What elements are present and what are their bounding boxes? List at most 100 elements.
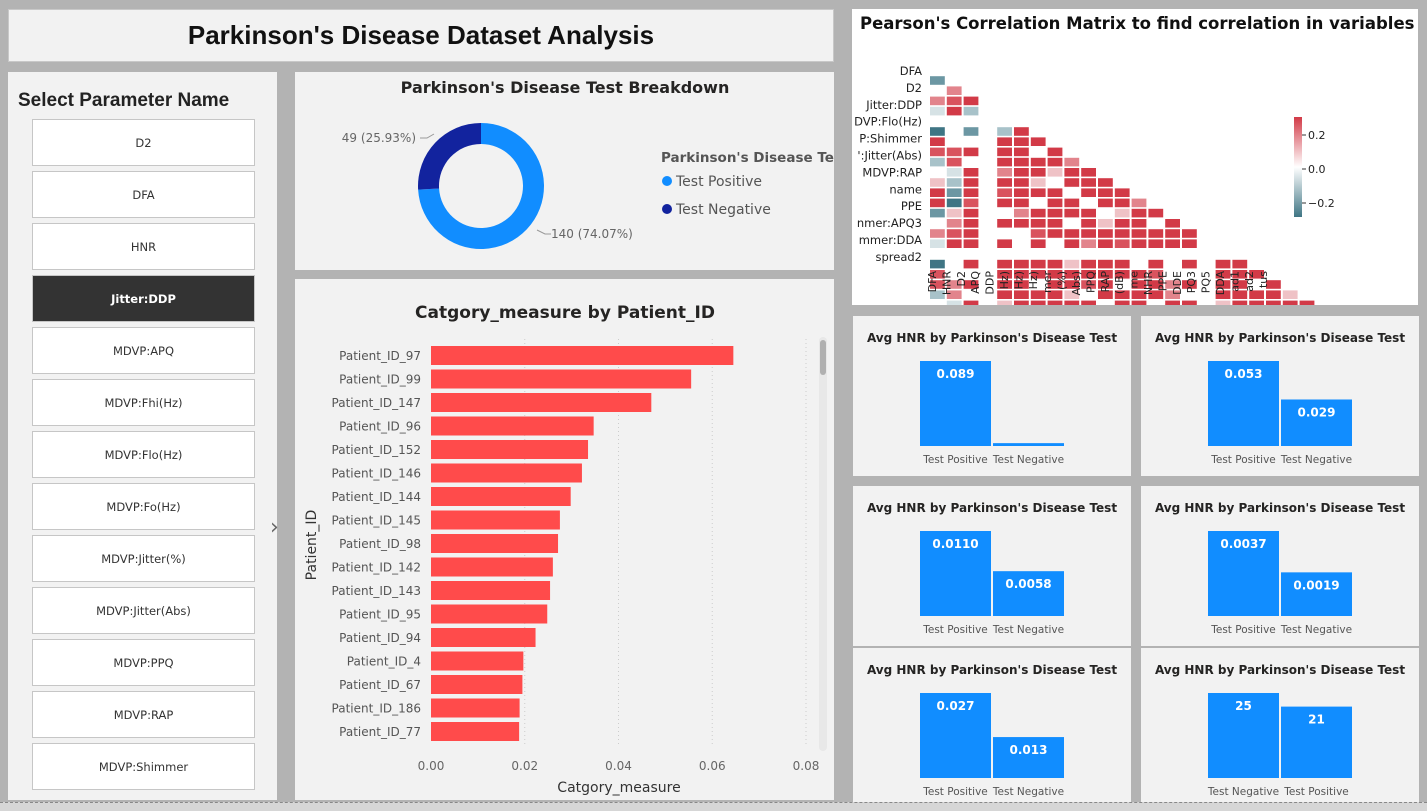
bar[interactable] — [431, 604, 548, 624]
heatmap-cell — [930, 249, 945, 259]
mini-bar[interactable] — [920, 531, 991, 616]
heatmap-cell — [1114, 229, 1130, 238]
heatmap-cell — [930, 229, 945, 238]
heatmap-cell — [1030, 208, 1046, 218]
bar[interactable] — [431, 369, 692, 389]
bar[interactable] — [431, 534, 559, 553]
heatmap-cell — [1081, 280, 1096, 289]
heatmap-cell — [1030, 168, 1046, 177]
scrollbar-thumb[interactable] — [820, 340, 826, 375]
slicer-item[interactable]: MDVP:Shimmer — [32, 743, 255, 790]
heatmap-cell — [963, 127, 979, 136]
mini-bar[interactable] — [1281, 399, 1352, 446]
heatmap-cell — [997, 117, 1012, 126]
heatmap-cell — [946, 229, 962, 238]
heatmap-cell — [1047, 188, 1063, 197]
heatmap-cell — [997, 229, 1012, 238]
mini-bar[interactable] — [993, 737, 1064, 778]
slicer-item[interactable]: MDVP:Flo(Hz) — [32, 431, 255, 478]
parameter-slicer: Select Parameter Name D2 DFA HNR Jitter:DDP… — [8, 72, 279, 800]
heatmap-cell — [1064, 249, 1080, 259]
donut-slice[interactable] — [418, 123, 481, 190]
mini-bar[interactable] — [1208, 531, 1279, 616]
bar[interactable] — [431, 393, 652, 412]
scrollbar-track[interactable] — [819, 337, 827, 751]
heatmap-cell — [1064, 188, 1080, 197]
y-tick-label: Patient_ID_147 — [332, 396, 421, 410]
bar[interactable] — [431, 416, 594, 436]
bar[interactable] — [431, 675, 523, 694]
heatmap-cell — [980, 300, 996, 310]
slicer-item[interactable]: Jitter:DDP — [32, 275, 255, 322]
slicer-item[interactable]: MDVP:RAP — [32, 691, 255, 738]
bar[interactable] — [431, 651, 524, 671]
heatmap-cell — [1232, 259, 1248, 269]
heatmap-cell — [1215, 259, 1231, 269]
heatmap-cell — [963, 249, 979, 259]
heatmap-cell — [930, 96, 945, 106]
heatmap-cell — [1266, 280, 1281, 289]
chevron-right-icon[interactable]: › — [270, 515, 279, 540]
mini-bar[interactable] — [993, 443, 1064, 446]
heatmap-cell — [980, 229, 996, 238]
heatmap-cell — [1215, 270, 1231, 279]
heatmap-cell — [1030, 229, 1046, 238]
heatmap-cell — [1098, 239, 1113, 248]
bar[interactable] — [431, 346, 734, 365]
slicer-item[interactable]: MDVP:Fo(Hz) — [32, 483, 255, 530]
heatmap-cell — [1249, 290, 1264, 299]
slicer-item[interactable]: MDVP:APQ — [32, 327, 255, 374]
mini-bar[interactable] — [1208, 693, 1279, 778]
mini-chart-svg: Avg HNR by Parkinson's Disease Test 0.027… — [867, 663, 1117, 798]
bar[interactable] — [431, 487, 571, 506]
heatmap-cell — [1047, 290, 1063, 299]
mini-category-label: Test Negative — [992, 624, 1064, 636]
heatmap-cell — [930, 76, 945, 85]
heatmap-cell — [1014, 229, 1029, 238]
mini-bar[interactable] — [920, 693, 991, 778]
legend-item[interactable]: Test Negative — [675, 202, 771, 218]
mini-bar-label: 0.0019 — [1293, 578, 1339, 592]
mini-bar[interactable] — [1208, 361, 1279, 446]
donut-slice[interactable] — [418, 123, 544, 249]
slicer-item[interactable]: MDVP:Jitter(%) — [32, 535, 255, 582]
heatmap-cell — [1047, 198, 1063, 208]
slicer-item[interactable]: HNR — [32, 223, 255, 270]
bar[interactable] — [431, 510, 560, 530]
bar[interactable] — [431, 628, 536, 647]
legend-item[interactable]: Test Positive — [675, 174, 762, 190]
heatmap-cell — [1064, 208, 1080, 218]
heatmap-cell — [930, 127, 945, 136]
heatmap-cell — [1014, 178, 1029, 187]
bar[interactable] — [431, 581, 551, 600]
col-label: APQ — [969, 271, 982, 294]
slicer-item[interactable]: MDVP:PPQ — [32, 639, 255, 686]
col-label: HNR — [940, 271, 953, 296]
slicer-item[interactable]: MDVP:Fhi(Hz) — [32, 379, 255, 426]
col-label: DDE — [1171, 271, 1184, 295]
mini-bar[interactable] — [1281, 706, 1352, 778]
heatmap-cell — [980, 239, 996, 248]
bar[interactable] — [431, 557, 553, 577]
heatmap-cell — [1131, 229, 1147, 238]
mini-bar[interactable] — [993, 571, 1064, 616]
bar[interactable] — [431, 722, 520, 741]
slicer-item[interactable]: D2 — [32, 119, 255, 166]
bar-chart-title: Catgory_measure by Patient_ID — [415, 303, 715, 323]
y-tick-label: Patient_ID_77 — [339, 725, 421, 739]
slicer-item[interactable]: MDVP:Jitter(Abs) — [32, 587, 255, 634]
bar[interactable] — [431, 440, 589, 459]
bar[interactable] — [431, 698, 520, 718]
bar[interactable] — [431, 463, 582, 483]
mini-bar[interactable] — [920, 361, 991, 446]
heatmap-cell — [946, 168, 962, 177]
col-label: DFA — [926, 271, 939, 293]
row-label: spread2 — [875, 250, 922, 264]
slicer-item[interactable]: DFA — [32, 171, 255, 218]
leader-line — [536, 229, 551, 235]
mini-bar[interactable] — [1281, 572, 1352, 616]
heatmap-cell — [1182, 280, 1197, 289]
mini-chart-title: Avg HNR by Parkinson's Disease Test — [1155, 331, 1405, 345]
heatmap-cell — [946, 198, 962, 208]
heatmap-cell — [1299, 300, 1315, 310]
